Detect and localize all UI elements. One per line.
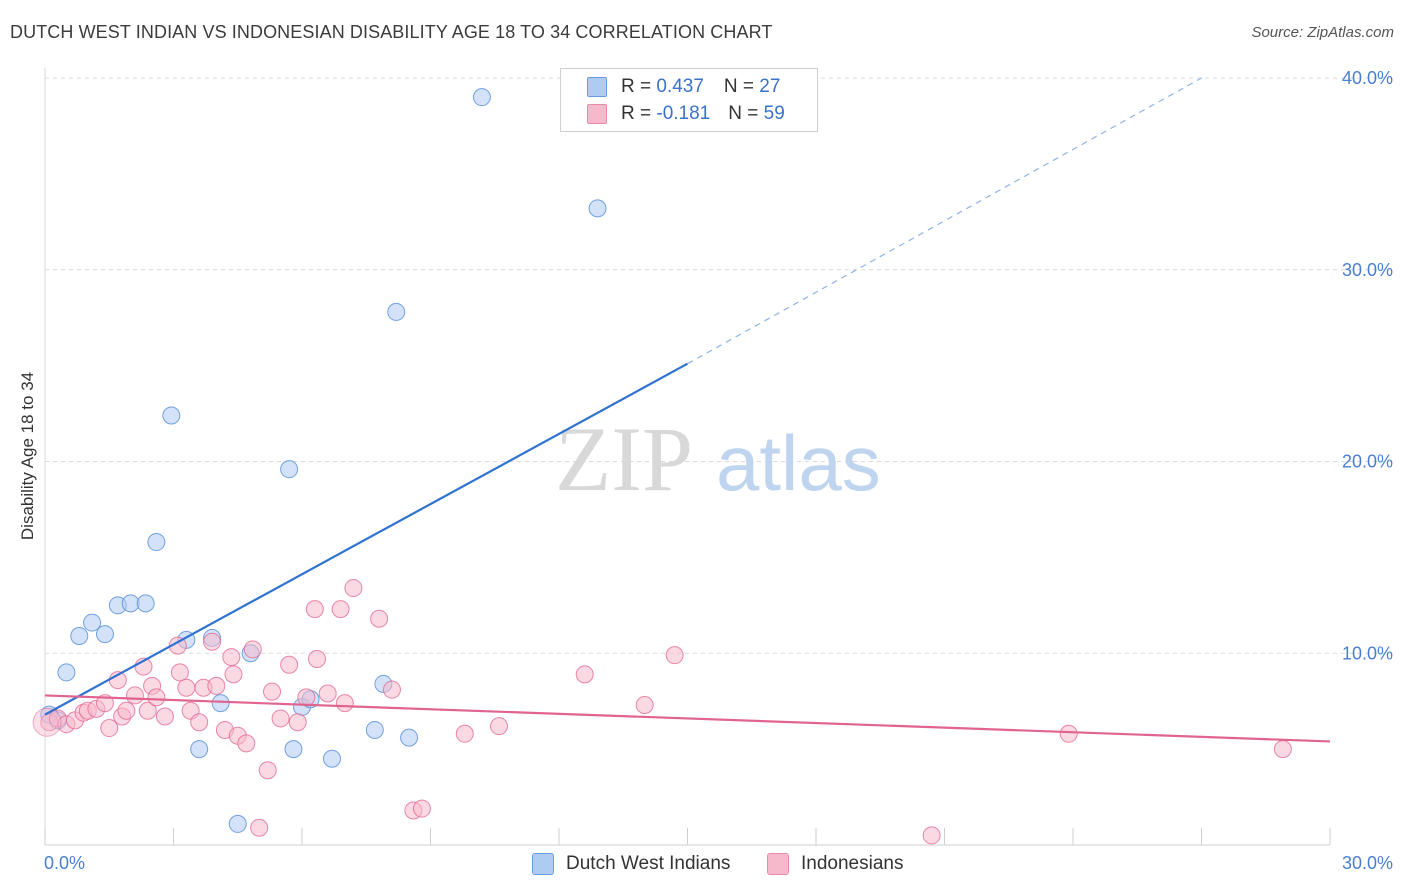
bottom-legend-swatch-dutch [532, 853, 554, 875]
legend-n-value: 59 [763, 103, 785, 124]
y-tick-label: 10.0% [1342, 643, 1393, 663]
dutch-point [472, 88, 491, 107]
dutch-point [147, 533, 166, 552]
dutch-point [228, 814, 247, 833]
dutch-point [162, 406, 181, 425]
indonesian-point [1059, 724, 1078, 743]
correlation-legend: R = 0.437 N = 27 R = -0.181 N = 59 [560, 68, 818, 132]
dutch-point [57, 663, 76, 682]
indonesian-point [305, 600, 324, 619]
dutch-point [95, 625, 114, 644]
legend-swatch-indonesian [587, 104, 607, 124]
indonesian-point [922, 826, 941, 845]
dutch-point [588, 199, 607, 218]
bottom-legend-label-dutch: Dutch West Indians [566, 853, 731, 874]
legend-row-indonesian: R = -0.181 N = 59 [587, 102, 785, 126]
grid-layer [45, 77, 1392, 654]
indonesian-point [243, 640, 262, 659]
dutch-point [211, 694, 230, 713]
y-tick-label: 20.0% [1342, 452, 1393, 472]
legend-r-label: R = [621, 103, 657, 124]
watermark-atlas: atlas [716, 419, 881, 507]
legend-r-label: R = [621, 76, 657, 97]
y-axis-title: Disability Age 18 to 34 [18, 372, 37, 540]
indonesian-point [318, 684, 337, 703]
legend-r-value: 0.437 [656, 76, 704, 97]
indonesian-point [155, 707, 174, 726]
dutch-point [83, 613, 102, 632]
indonesian-point [117, 701, 136, 720]
indonesian-point [382, 680, 401, 699]
dutch-point [190, 740, 209, 759]
indonesian-point [280, 655, 299, 674]
indonesian-point [1273, 740, 1292, 759]
indonesian-point [170, 663, 189, 682]
indonesian-point [100, 719, 119, 738]
indonesian-point [125, 686, 144, 705]
chart-title: DUTCH WEST INDIAN VS INDONESIAN DISABILI… [10, 22, 773, 42]
dutch-point [136, 594, 155, 613]
dutch-point [70, 626, 89, 645]
indonesian-point [271, 709, 290, 728]
indonesian-point [575, 665, 594, 684]
y-tick-label: 30.0% [1342, 260, 1393, 280]
indonesian-point [138, 701, 157, 720]
dutch-trendline [44, 362, 689, 716]
indonesian-point [147, 688, 166, 707]
indonesian-point [203, 632, 222, 651]
indonesian-point [335, 694, 354, 713]
x-tick-label: 30.0% [1342, 853, 1393, 873]
indonesian-point [32, 707, 62, 737]
dutch-point [365, 720, 384, 739]
legend-n-label: N = [728, 103, 764, 124]
indonesian-trendline [44, 694, 1331, 743]
legend-swatch-dutch [587, 77, 607, 97]
indonesian-point [207, 676, 226, 695]
bottom-legend-swatch-indonesian [767, 853, 789, 875]
source-label: Source: ZipAtlas.com [1251, 24, 1394, 41]
indonesian-point [250, 818, 269, 837]
bottom-legend-label-indonesian: Indonesians [801, 853, 904, 874]
indonesian-point [455, 724, 474, 743]
legend-n-value: 27 [759, 76, 781, 97]
indonesian-point [412, 799, 431, 818]
bottom-legend-dutch: Dutch West Indians [532, 851, 730, 877]
indonesian-point [344, 579, 363, 598]
indonesian-point [258, 761, 277, 780]
dutch-point [280, 460, 299, 479]
x-tick-label: 0.0% [44, 853, 85, 873]
legend-row-dutch: R = 0.437 N = 27 [587, 75, 780, 99]
indonesian-point [263, 682, 282, 701]
legend-r-value: -0.181 [656, 103, 711, 124]
dutch-point [121, 594, 140, 613]
watermark: ZIP atlas [555, 408, 881, 510]
legend-n-label: N = [723, 76, 760, 97]
indonesian-point [288, 713, 307, 732]
watermark-zip: ZIP [555, 408, 693, 510]
indonesian-point [237, 734, 256, 753]
y-tick-label: 40.0% [1342, 68, 1393, 88]
indonesian-point [665, 646, 684, 665]
indonesian-point [635, 696, 654, 715]
indonesian-point [370, 609, 389, 628]
indonesian-point [307, 650, 326, 669]
indonesian-point [190, 713, 209, 732]
indonesian-point [297, 688, 316, 707]
points-layer [32, 88, 1292, 845]
indonesian-point [331, 600, 350, 619]
dutch-point [387, 302, 406, 321]
trend-layer [44, 77, 1331, 743]
indonesian-point [222, 648, 241, 667]
indonesian-point [224, 665, 243, 684]
dutch-point [322, 749, 341, 768]
indonesian-point [177, 678, 196, 697]
indonesian-point [490, 717, 509, 736]
bottom-legend-indonesian: Indonesians [767, 851, 903, 877]
axis-layer: 10.0% 20.0% 30.0% 40.0% 0.0% 30.0% [44, 68, 1393, 873]
dutch-point [400, 728, 419, 747]
indonesian-point [95, 694, 114, 713]
dutch-point [284, 740, 303, 759]
